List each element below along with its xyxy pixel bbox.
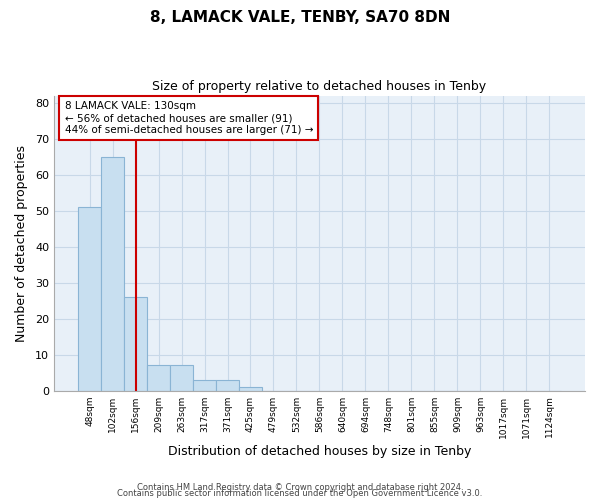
- Bar: [193, 380, 216, 390]
- Bar: [216, 380, 239, 390]
- Y-axis label: Number of detached properties: Number of detached properties: [15, 144, 28, 342]
- Bar: [78, 207, 101, 390]
- Text: Contains HM Land Registry data © Crown copyright and database right 2024.: Contains HM Land Registry data © Crown c…: [137, 484, 463, 492]
- X-axis label: Distribution of detached houses by size in Tenby: Distribution of detached houses by size …: [168, 444, 471, 458]
- Bar: [170, 366, 193, 390]
- Text: 8, LAMACK VALE, TENBY, SA70 8DN: 8, LAMACK VALE, TENBY, SA70 8DN: [150, 10, 450, 25]
- Bar: [101, 156, 124, 390]
- Bar: [124, 297, 147, 390]
- Bar: [147, 366, 170, 390]
- Text: 8 LAMACK VALE: 130sqm
← 56% of detached houses are smaller (91)
44% of semi-deta: 8 LAMACK VALE: 130sqm ← 56% of detached …: [65, 102, 313, 134]
- Title: Size of property relative to detached houses in Tenby: Size of property relative to detached ho…: [152, 80, 487, 93]
- Bar: [239, 387, 262, 390]
- Text: Contains public sector information licensed under the Open Government Licence v3: Contains public sector information licen…: [118, 490, 482, 498]
